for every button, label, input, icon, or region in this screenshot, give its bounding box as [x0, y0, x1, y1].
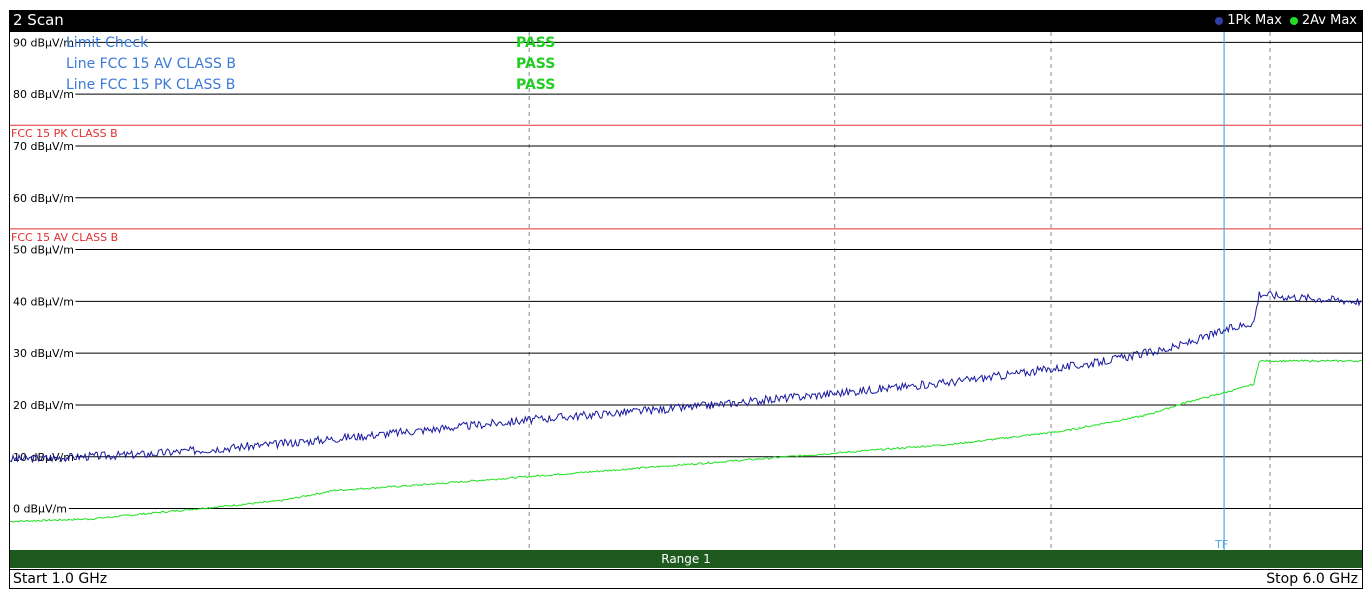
- limit-check-header-result: PASS: [516, 35, 555, 51]
- av-trace-dot: [1289, 16, 1298, 25]
- window-title: 2 Scan: [13, 11, 64, 29]
- legend-pk-label: 1Pk Max: [1227, 13, 1282, 28]
- pk-trace-dot: [1215, 16, 1224, 25]
- plot-background: [10, 32, 1362, 550]
- limit-label-0: FCC 15 PK CLASS B: [11, 127, 118, 140]
- y-tick-label-0: 0 dBµV/m: [13, 503, 67, 516]
- limit-check-row-label-1: Line FCC 15 PK CLASS B: [66, 77, 235, 93]
- spectrum-plot[interactable]: 90 dBµV/m 80 dBµV/m 70 dBµV/m 60 dBµV/m 50 d…: [10, 32, 1362, 550]
- title-bar: 2 Scan 1Pk Max 2Av Max: [9, 10, 1363, 32]
- y-tick-label-70: 70 dBµV/m: [13, 140, 74, 153]
- limit-check-row-result-1: PASS: [516, 77, 555, 93]
- series-pk-trace: [10, 290, 1362, 463]
- limit-check-row-result-0: PASS: [516, 56, 555, 72]
- y-tick-label-50: 50 dBµV/m: [13, 244, 74, 257]
- legend-av-label: 2Av Max: [1301, 13, 1357, 28]
- start-frequency: Start 1.0 GHz: [13, 571, 108, 587]
- trace-legend: 1Pk Max 2Av Max: [1215, 13, 1357, 28]
- limit-label-1: FCC 15 AV CLASS B: [11, 231, 118, 244]
- frequency-footer: Start 1.0 GHz Stop 6.0 GHz: [9, 569, 1363, 589]
- limit-check-header: Limit Check: [66, 35, 149, 51]
- y-tick-label-20: 20 dBµV/m: [13, 399, 74, 412]
- y-tick-label-40: 40 dBµV/m: [13, 295, 74, 308]
- series-av-trace: [10, 359, 1362, 523]
- y-tick-label-90: 90 dBµV/m: [13, 36, 74, 49]
- y-tick-label-10: 10 dBµV/m: [13, 451, 74, 464]
- limit-check-row-label-0: Line FCC 15 AV CLASS B: [66, 56, 236, 72]
- range-bar: Range 1: [10, 550, 1362, 568]
- y-tick-label-30: 30 dBµV/m: [13, 347, 74, 360]
- stop-frequency: Stop 6.0 GHz: [1266, 571, 1358, 587]
- y-tick-label-80: 80 dBµV/m: [13, 88, 74, 101]
- marker-label: TF: [1214, 538, 1228, 550]
- y-tick-label-60: 60 dBµV/m: [13, 192, 74, 205]
